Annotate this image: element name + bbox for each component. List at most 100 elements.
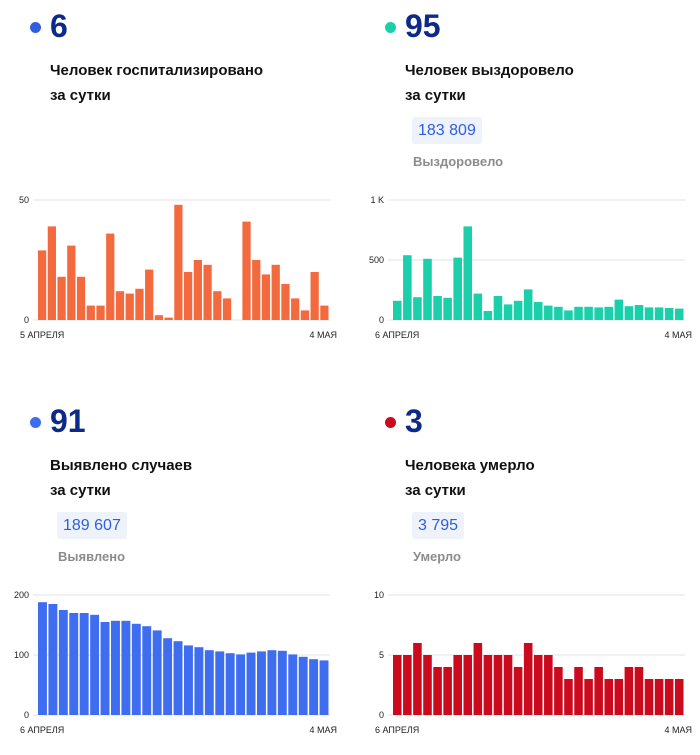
daily-value: 3	[405, 403, 423, 439]
bar	[403, 255, 412, 320]
bar	[473, 293, 483, 320]
bar	[493, 296, 503, 320]
y-tick-label: 0	[24, 315, 29, 325]
bar	[145, 269, 154, 320]
hospitalized-chart: 0 50 5 АПРЕЛЯ 4 МАЯ	[19, 195, 337, 340]
x-end-label: 4 МАЯ	[309, 725, 337, 735]
x-start-label: 6 АПРЕЛЯ	[375, 330, 419, 340]
bar	[184, 272, 193, 320]
bar	[453, 257, 462, 320]
bar	[544, 655, 553, 715]
bar	[523, 643, 533, 715]
bar	[584, 306, 593, 320]
daily-value: 95	[405, 8, 441, 44]
y-tick-label: 10	[374, 590, 384, 600]
total-badge: 189 607	[57, 512, 127, 539]
bar	[142, 626, 152, 715]
bar	[47, 226, 56, 320]
bar	[242, 221, 251, 320]
bar	[533, 302, 543, 320]
bar	[257, 651, 266, 715]
bar	[215, 651, 225, 715]
label-line: Человек выздоровело	[405, 62, 574, 79]
bar	[533, 655, 543, 715]
hospitalized-panel: 6 Человек госпитализировано за сутки 0 50…	[0, 0, 337, 360]
bar	[393, 655, 402, 715]
bar	[674, 308, 684, 320]
bar	[38, 250, 47, 320]
label-line: Человек госпитализировано	[50, 62, 264, 79]
daily-label: Человек выздоровело за сутки	[405, 58, 574, 108]
bar	[644, 307, 654, 320]
y-tick-label: 0	[379, 710, 384, 720]
cases-chart: 0 100 200 6 АПРЕЛЯ 4 МАЯ	[14, 590, 337, 735]
bar	[513, 300, 523, 320]
bar	[664, 308, 674, 320]
y-tick-label: 50	[19, 195, 29, 205]
total-caption: Умерло	[413, 549, 461, 564]
bullet-dot	[385, 22, 396, 33]
bar	[111, 620, 120, 715]
bar	[69, 613, 79, 715]
bar	[584, 679, 593, 715]
bar	[204, 650, 214, 715]
bar	[164, 317, 173, 320]
bar	[131, 623, 141, 715]
bar	[173, 641, 183, 715]
bar	[106, 233, 115, 320]
bar	[493, 655, 503, 715]
bullet-dot	[30, 22, 41, 33]
bar	[393, 300, 402, 320]
bar	[67, 245, 76, 320]
bar	[76, 276, 86, 320]
bar	[38, 602, 47, 715]
bar	[48, 604, 58, 715]
bar	[121, 620, 131, 715]
bar	[423, 655, 432, 715]
bar	[288, 654, 298, 715]
bar	[463, 226, 473, 320]
bar	[261, 274, 271, 320]
bar	[443, 297, 452, 320]
bar	[271, 264, 280, 320]
bar	[443, 667, 452, 715]
bar	[125, 293, 134, 320]
bar	[163, 638, 173, 715]
bar	[624, 667, 634, 715]
bar	[310, 272, 319, 320]
bar	[58, 610, 68, 715]
daily-label: Человека умерло за сутки	[405, 453, 535, 503]
x-start-label: 6 АПРЕЛЯ	[20, 725, 64, 735]
x-end-label: 4 МАЯ	[309, 330, 337, 340]
bullet-dot	[385, 417, 396, 428]
bar	[154, 315, 164, 320]
bar	[225, 653, 235, 715]
x-end-label: 4 МАЯ	[664, 725, 692, 735]
bar	[453, 655, 462, 715]
bar	[523, 289, 533, 320]
bar	[96, 305, 105, 320]
bar	[291, 298, 300, 320]
bar	[184, 645, 193, 715]
x-start-label: 5 АПРЕЛЯ	[20, 330, 64, 340]
bar	[267, 650, 277, 715]
bar	[624, 306, 634, 320]
deaths-chart: 0 5 10 6 АПРЕЛЯ 4 МАЯ	[374, 590, 692, 735]
y-tick-label: 200	[14, 590, 29, 600]
bar	[193, 260, 202, 320]
bar	[152, 630, 162, 715]
bar	[203, 264, 212, 320]
bar	[423, 258, 432, 320]
label-line: Выявлено случаев	[50, 457, 193, 474]
bar	[236, 654, 246, 715]
x-end-label: 4 МАЯ	[664, 330, 692, 340]
bar	[309, 659, 319, 715]
y-tick-label: 1 K	[370, 195, 384, 205]
bar	[300, 310, 310, 320]
bar	[503, 304, 513, 320]
bar	[463, 655, 473, 715]
bar	[564, 310, 573, 320]
bar	[194, 647, 204, 715]
cases-panel: 91 Выявлено случаев за сутки 189 607 Выя…	[0, 395, 337, 755]
total-caption: Выздоровело	[413, 154, 504, 169]
